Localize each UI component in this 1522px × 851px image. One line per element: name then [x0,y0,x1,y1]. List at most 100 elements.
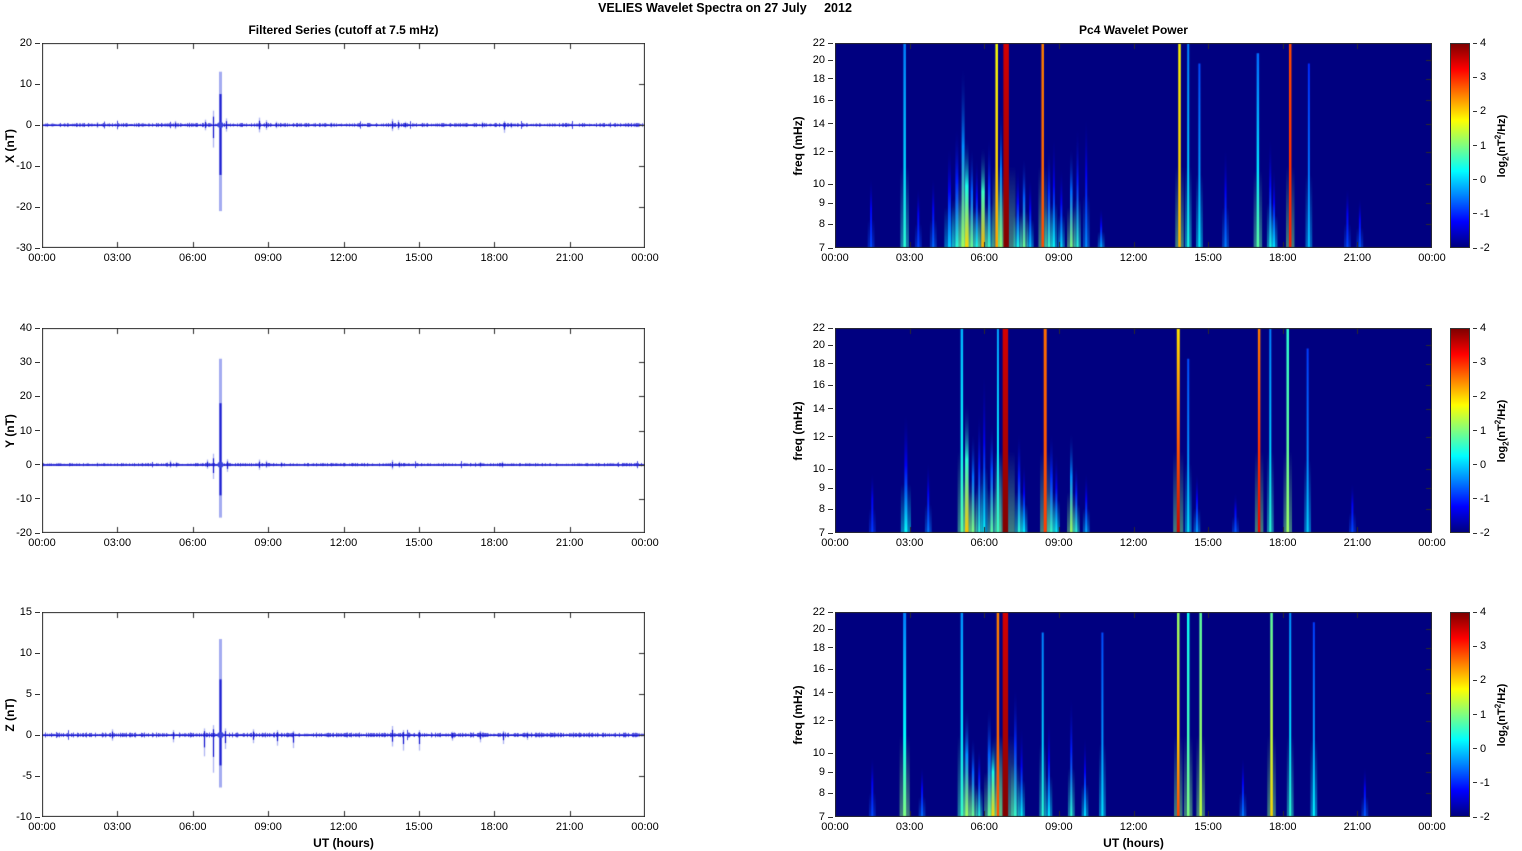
x-tick-label: 00:00 [1418,252,1446,264]
panel-series-z: Z (nT) UT (hours) 15 10 5 0 -5 -10 00:00 03:00 0… [3,606,659,850]
x-tick-label: 21:00 [1343,537,1372,549]
x-tick-label: 09:00 [1045,537,1073,549]
y-tick-label: 18 [813,358,833,370]
panel-wavelet-z: freq (mHz) UT (hours) 22 20 18 16 14 12 10 9 8 7 0… [791,606,1446,850]
y-tick-label: -20 [16,527,40,539]
panel-series-y: Y (nT) 40 30 20 10 0 -10 -20 00:00 03:00 06:00 09:… [3,322,659,549]
colorbar-3: log2(nT2/Hz) 4 3 2 1 0 -1 -2 [1450,606,1510,823]
colorbar-label-text: log [1496,160,1509,177]
colorbar-canvas-3 [1450,612,1470,817]
y-tick-label: 14 [813,403,833,415]
y-tick-label: 22 [813,322,833,334]
x-tick-label: 00:00 [631,821,659,833]
colorbar-tick-label: -1 [1473,493,1490,505]
y-tick-label: 10 [813,178,833,190]
y-tick-label: 7 [819,242,833,254]
y-tick-label: 12 [813,715,833,727]
x-axis-label-right: UT (hours) [1103,836,1164,850]
colorbar-label-text: (nT [1496,138,1509,156]
x-tick-label: 00:00 [821,821,849,833]
y-tick-label: 12 [813,431,833,443]
colorbar-label-text: (nT [1496,423,1509,441]
y-axis-label-freq-2: freq (mHz) [791,400,805,461]
x-tick-label: 12:00 [1119,821,1148,833]
x-tick-label: 00:00 [631,252,659,264]
y-tick-label: 9 [819,482,833,494]
x-tick-label: 12:00 [329,252,358,264]
x-tick-label: 18:00 [480,537,509,549]
colorbar-label-3: log2(nT2/Hz) [1494,683,1511,746]
colorbar-tick-label: 2 [1473,390,1486,402]
colorbar-label-sub: 2 [1501,440,1511,446]
y-tick-label: -10 [16,160,40,172]
y-tick-label: 15 [20,606,40,618]
x-tick-label: 15:00 [1194,537,1222,549]
colorbar-tick-label: 3 [1473,640,1486,652]
y-tick-label: 7 [819,527,833,539]
colorbar-label-sup: 2 [1493,703,1503,708]
figure-title: VELIES Wavelet Spectra on 27 July 2012 [598,1,852,15]
y-tick-label: 40 [20,322,40,334]
panel-series-x: Filtered Series (cutoff at 7.5 mHz) X (n… [3,23,659,264]
y-tick-label: 0 [26,119,40,131]
colorbar-tick-label: -1 [1473,777,1490,789]
y-axis-label-freq-1: freq (mHz) [791,115,805,176]
plot-canvas-wavelet-y [835,328,1432,533]
colorbar-tick-label: 2 [1473,674,1486,686]
x-tick-label: 00:00 [821,252,849,264]
y-tick-label: 9 [819,197,833,209]
colorbar-tick-label: 4 [1473,606,1486,618]
y-tick-label: 10 [813,463,833,475]
y-tick-label: -5 [22,770,40,782]
y-tick-label: -20 [16,201,40,213]
x-tick-label: 00:00 [28,537,56,549]
plot-canvas-series-z [42,612,645,817]
y-tick-label: 14 [813,687,833,699]
colorbar-tick-label: 0 [1473,174,1486,186]
x-tick-label: 18:00 [1268,252,1297,264]
x-tick-label: 00:00 [28,252,56,264]
panel-title-filtered-series: Filtered Series (cutoff at 7.5 mHz) [248,23,439,37]
colorbar-label-text: log [1496,445,1509,462]
colorbar-tick-label: -1 [1473,208,1490,220]
x-tick-label: 03:00 [103,821,132,833]
colorbar-tick-label: 1 [1473,709,1486,721]
x-tick-label: 03:00 [895,537,924,549]
x-tick-label: 21:00 [555,252,584,264]
x-tick-label: 06:00 [970,537,999,549]
colorbar-tick-label: 3 [1473,356,1486,368]
x-tick-label: 15:00 [405,537,433,549]
y-tick-label: 20 [813,54,833,66]
plot-canvas-series-y [42,328,645,533]
y-tick-label: 22 [813,606,833,618]
y-tick-label: 20 [20,37,40,49]
panel-wavelet-x: Pc4 Wavelet Power freq (mHz) 22 20 18 16 14 1… [791,23,1446,264]
colorbar-canvas-2 [1450,328,1470,533]
x-tick-label: 21:00 [1343,252,1372,264]
y-tick-label: 16 [813,663,833,675]
y-axis-label-freq-3: freq (mHz) [791,684,805,745]
y-tick-label: 10 [813,747,833,759]
y-tick-label: 8 [819,787,833,799]
panel-title-pc4-wavelet-power: Pc4 Wavelet Power [1079,23,1188,37]
x-tick-label: 21:00 [555,821,584,833]
y-tick-label: 5 [26,688,40,700]
y-tick-label: 8 [819,218,833,230]
y-tick-label: 12 [813,146,833,158]
y-tick-label: -10 [16,811,40,823]
x-tick-label: 15:00 [405,821,433,833]
colorbar-label-text: /Hz) [1496,114,1509,135]
colorbar-tick-label: 1 [1473,140,1486,152]
y-tick-label: 10 [20,425,40,437]
y-tick-label: 8 [819,503,833,515]
y-tick-label: 20 [813,623,833,635]
y-tick-label: -10 [16,493,40,505]
y-tick-label: 22 [813,37,833,49]
y-axis-label-z-nt: Z (nT) [3,697,17,732]
x-tick-label: 06:00 [178,821,207,833]
x-tick-label: 03:00 [103,537,132,549]
x-tick-label: 09:00 [254,252,282,264]
colorbar-tick-label: 4 [1473,37,1486,49]
x-tick-label: 03:00 [895,821,924,833]
x-tick-label: 15:00 [1194,252,1222,264]
